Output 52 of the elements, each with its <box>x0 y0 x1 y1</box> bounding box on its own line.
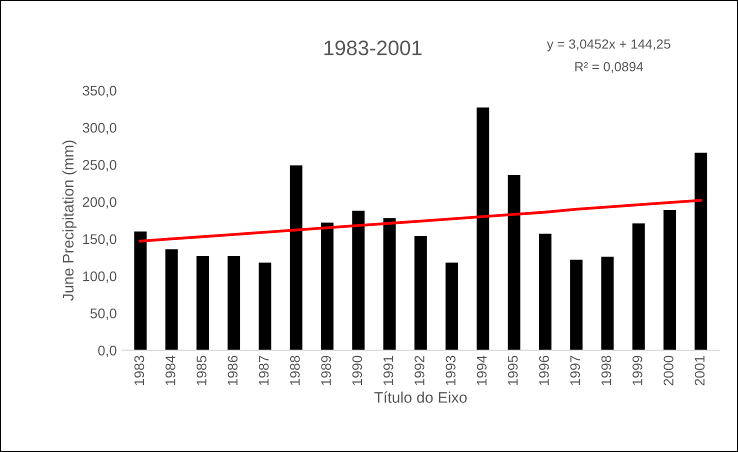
bar <box>383 218 396 350</box>
x-axis-title: Título do Eixo <box>374 391 467 403</box>
bar <box>228 256 240 350</box>
bar <box>664 210 676 350</box>
y-tick-label: 50,0 <box>90 308 116 320</box>
x-tick-label: 1996 <box>539 356 549 385</box>
x-tick-label: 1993 <box>446 356 456 385</box>
x-tick-label: 1998 <box>601 356 612 385</box>
x-tick-label: 1992 <box>414 356 424 385</box>
bar <box>570 260 583 350</box>
x-tick-label: 1995 <box>508 356 518 385</box>
bar <box>476 107 490 350</box>
y-tick-label: 300,0 <box>82 122 116 134</box>
bar <box>414 236 427 350</box>
bar <box>196 256 209 350</box>
bar <box>352 210 365 350</box>
y-axis-title: June Precipitation (mm) <box>62 140 77 301</box>
bar <box>258 262 272 350</box>
text: R² = 0,0894 <box>575 62 644 73</box>
x-tick-label: 1999 <box>632 356 642 385</box>
chart-title: 1983-2001 <box>324 40 422 56</box>
x-tick-label: 1987 <box>258 356 269 385</box>
x-tick-label: 2001 <box>694 356 705 386</box>
x-tick-label: 1991 <box>383 356 394 385</box>
y-tick-label: 250,0 <box>82 160 116 172</box>
x-tick-label: 1985 <box>196 356 206 385</box>
bar <box>694 152 708 350</box>
y-tick-label: 0,0 <box>98 346 116 358</box>
bar <box>446 262 458 350</box>
text: y = 3,0452x + 144,25 <box>546 39 670 52</box>
x-tick-label: 1984 <box>165 356 176 385</box>
x-tick-label: 1997 <box>570 356 580 385</box>
bar <box>165 249 178 350</box>
x-tick-label: 1989 <box>321 356 331 385</box>
bar <box>134 231 147 350</box>
x-tick-label: 2000 <box>664 356 674 386</box>
bar <box>290 165 302 350</box>
line-series <box>139 198 702 243</box>
bar <box>632 223 645 350</box>
bar <box>538 234 552 350</box>
bar <box>601 256 614 350</box>
x-tick-label: 1994 <box>476 356 487 385</box>
x-tick-label: 1983 <box>134 356 144 385</box>
bar <box>508 175 520 350</box>
bar <box>321 222 334 350</box>
x-tick-label: 1990 <box>352 356 362 385</box>
y-tick-label: 100,0 <box>83 271 116 283</box>
y-tick-label: 200,0 <box>82 197 116 209</box>
y-tick-label: 350,0 <box>82 86 116 98</box>
x-tick-label: 1986 <box>228 356 238 385</box>
y-tick-label: 150,0 <box>83 234 116 246</box>
x-tick-label: 1988 <box>290 356 300 385</box>
